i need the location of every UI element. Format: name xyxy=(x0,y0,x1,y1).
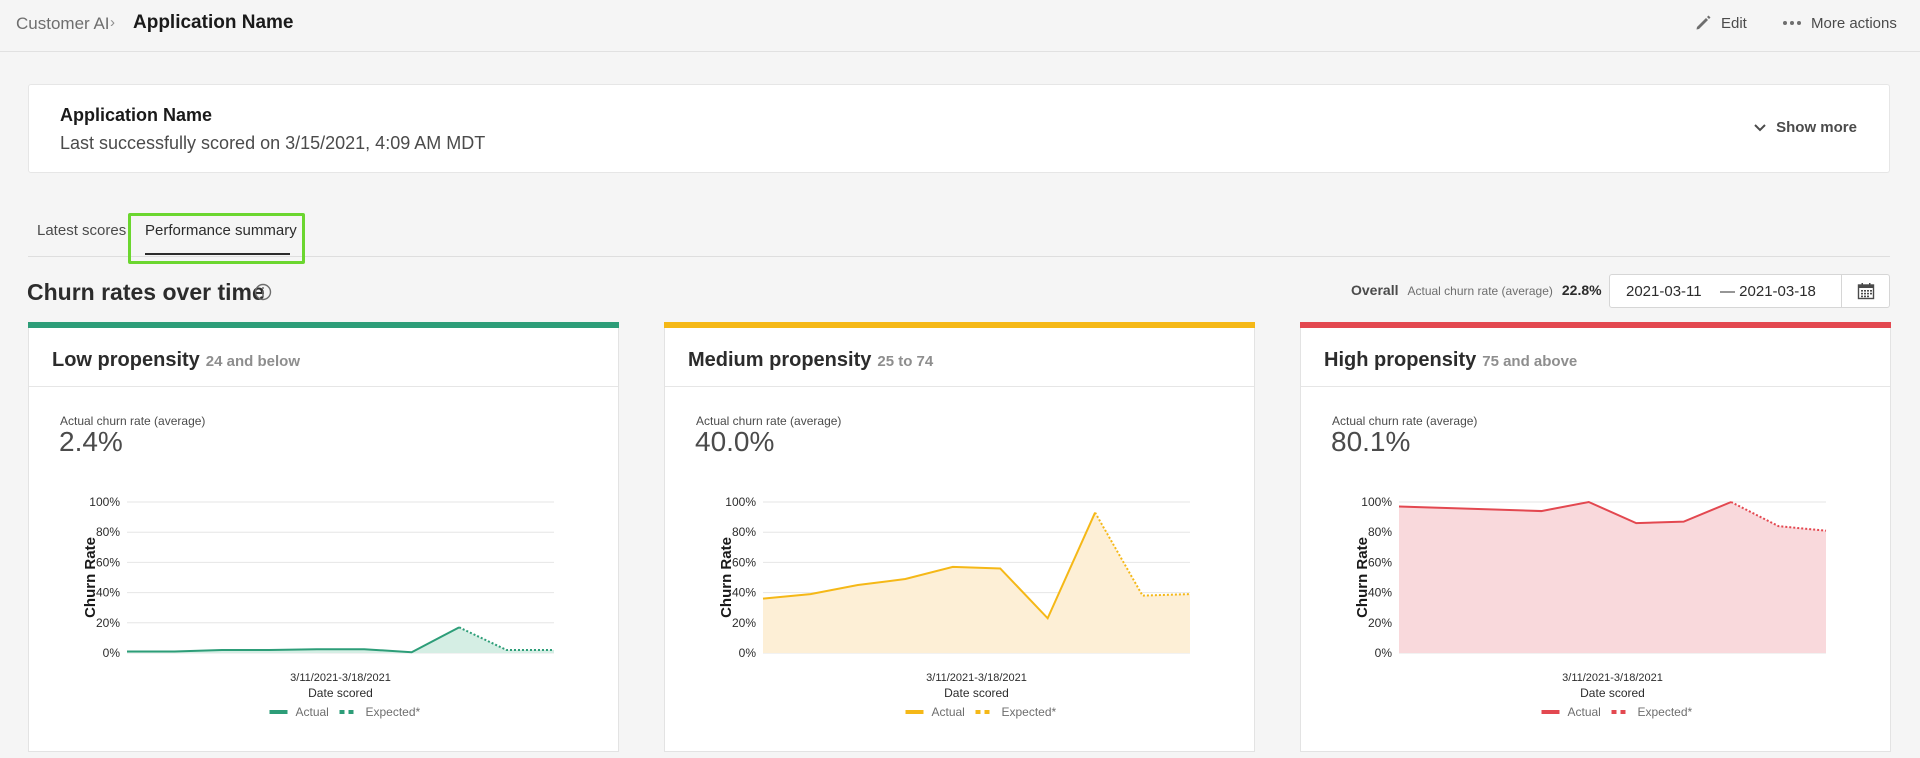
pencil-icon xyxy=(1696,15,1711,30)
y-tick-label: 40% xyxy=(96,586,120,600)
legend-expected-label: Expected* xyxy=(1002,705,1057,719)
show-more-button[interactable]: Show more xyxy=(1754,119,1857,136)
overall-sub-label: Actual churn rate (average) xyxy=(1407,284,1553,298)
rate-label: Actual churn rate (average) xyxy=(696,414,842,428)
y-tick-label: 20% xyxy=(96,616,120,630)
x-axis-label: Date scored xyxy=(944,686,1009,700)
card-range: 25 to 74 xyxy=(877,353,934,370)
y-axis-label: Churn Rate xyxy=(1354,537,1371,618)
y-tick-label: 100% xyxy=(725,495,756,509)
section-title: Churn rates over time xyxy=(27,279,265,305)
legend-expected-label: Expected* xyxy=(1638,705,1693,719)
x-axis-label: Date scored xyxy=(1580,686,1645,700)
highlight-box xyxy=(128,213,305,264)
more-actions-label: More actions xyxy=(1811,14,1897,32)
expected-series-line xyxy=(1730,501,1827,532)
y-tick-label: 20% xyxy=(732,616,756,630)
card-header: Medium propensity 25 to 74 xyxy=(665,328,1254,387)
top-bar: Customer AI › Application Name Edit More… xyxy=(0,0,1920,52)
card-header: Low propensity 24 and below xyxy=(29,328,618,387)
y-tick-label: 0% xyxy=(103,646,121,660)
edit-button[interactable]: Edit xyxy=(1694,14,1747,32)
y-tick-label: 0% xyxy=(739,646,757,660)
x-tick-label: 3/11/2021-3/18/2021 xyxy=(926,672,1027,684)
y-tick-label: 20% xyxy=(1368,616,1392,630)
legend-expected-label: Expected* xyxy=(366,705,421,719)
selected-tab-indicator xyxy=(145,253,290,255)
application-card: Application Name Last successfully score… xyxy=(28,84,1890,173)
rate-value: 2.4% xyxy=(59,426,123,457)
rate-value: 80.1% xyxy=(1331,426,1411,457)
card-color-bar xyxy=(1300,322,1891,328)
y-tick-label: 40% xyxy=(732,586,756,600)
rate-value: 40.0% xyxy=(695,426,775,457)
tab-latest-scores[interactable]: Latest scores xyxy=(37,222,127,239)
y-tick-label: 80% xyxy=(732,525,756,539)
y-tick-label: 60% xyxy=(96,555,120,569)
card-range: 24 and below xyxy=(205,353,300,370)
card-title: High propensity xyxy=(1324,349,1477,371)
breadcrumb-current: Application Name xyxy=(133,12,294,33)
overall-value: 22.8% xyxy=(1561,282,1602,298)
card-header: High propensity 75 and above xyxy=(1301,328,1890,387)
overall-label: Overall xyxy=(1351,282,1399,298)
area-fill xyxy=(1399,502,1826,653)
y-tick-label: 40% xyxy=(1368,586,1392,600)
churn-chart: 100% 80% 60% 40% 20% 0% Churn Rate 3/11/2021-3/… xyxy=(718,495,1191,719)
legend-actual-label: Actual xyxy=(932,705,965,719)
actual-series-line xyxy=(1398,500,1732,525)
card-title: Medium propensity xyxy=(688,349,872,371)
breadcrumb-root[interactable]: Customer AI xyxy=(16,14,110,33)
tab-bar: Latest scores Performance summary xyxy=(28,210,1890,257)
low-propensity-card: Low propensity 24 and below Actual churn … xyxy=(28,322,619,752)
more-dots-icon xyxy=(1783,21,1801,25)
application-title: Application Name xyxy=(60,105,213,125)
medium-propensity-card: Medium propensity 25 to 74 Actual churn r… xyxy=(664,322,1255,752)
calendar-button[interactable] xyxy=(1841,275,1889,307)
y-axis-label: Churn Rate xyxy=(718,537,735,618)
chevron-down-icon xyxy=(1754,123,1766,131)
overall-churn-summary: Overall Actual churn rate (average) 22.8… xyxy=(1351,282,1602,298)
y-tick-label: 80% xyxy=(1368,525,1392,539)
edit-label: Edit xyxy=(1721,14,1747,32)
card-color-bar xyxy=(28,322,619,328)
more-actions-button[interactable]: More actions xyxy=(1782,14,1897,32)
churn-chart: 100% 80% 60% 40% 20% 0% Churn Rate 3/11/2021-3/… xyxy=(1354,495,1827,719)
y-tick-label: 80% xyxy=(96,525,120,539)
churn-chart: 100% 80% 60% 40% 20% 0% Churn Rate 3/11/2021-3/… xyxy=(82,495,554,719)
card-color-bar xyxy=(664,322,1255,328)
y-tick-label: 0% xyxy=(1375,646,1393,660)
card-range: 75 and above xyxy=(1482,353,1578,370)
last-scored-text: Last successfully scored on 3/15/2021, 4… xyxy=(60,133,486,153)
y-tick-label: 60% xyxy=(732,555,756,569)
date-start[interactable]: 2021-03-11 xyxy=(1626,283,1702,300)
info-icon[interactable] xyxy=(254,283,272,301)
tab-performance-summary[interactable]: Performance summary xyxy=(145,222,297,239)
chevron-right-icon: › xyxy=(110,14,115,31)
y-tick-label: 100% xyxy=(89,495,120,509)
date-end[interactable]: — 2021-03-18 xyxy=(1720,283,1816,300)
actual-series-line xyxy=(127,626,460,654)
rate-label: Actual churn rate (average) xyxy=(1332,414,1478,428)
calendar-icon xyxy=(1857,283,1874,300)
rate-label: Actual churn rate (average) xyxy=(60,414,206,428)
x-tick-label: 3/11/2021-3/18/2021 xyxy=(290,672,391,684)
high-propensity-card: High propensity 75 and above Actual churn… xyxy=(1300,322,1891,752)
legend-actual-label: Actual xyxy=(296,705,329,719)
x-tick-label: 3/11/2021-3/18/2021 xyxy=(1562,672,1663,684)
expected-series-line xyxy=(458,626,554,651)
y-tick-label: 60% xyxy=(1368,555,1392,569)
card-title: Low propensity xyxy=(52,349,200,371)
show-more-label: Show more xyxy=(1776,119,1857,136)
actual-series-line xyxy=(762,512,1097,621)
legend-actual-label: Actual xyxy=(1568,705,1601,719)
area-fill xyxy=(763,512,1190,653)
x-axis-label: Date scored xyxy=(308,686,373,700)
y-tick-label: 100% xyxy=(1361,495,1392,509)
date-range-picker[interactable]: 2021-03-11 — 2021-03-18 xyxy=(1609,274,1890,308)
y-axis-label: Churn Rate xyxy=(82,537,99,618)
